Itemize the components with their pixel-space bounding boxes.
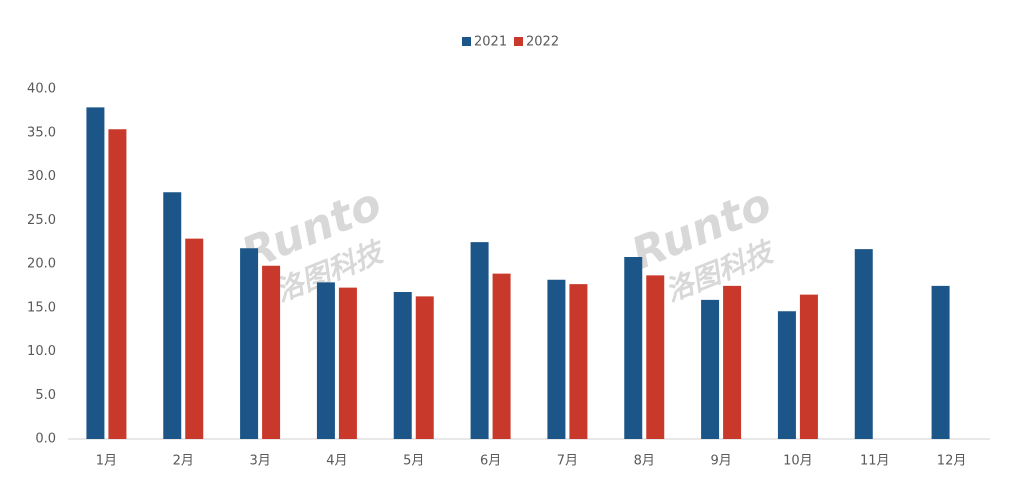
x-tick-label: 10月 xyxy=(783,454,813,469)
bar xyxy=(777,311,796,439)
bar xyxy=(701,299,720,439)
bar xyxy=(185,238,204,439)
y-tick-label: 40.0 xyxy=(27,82,56,97)
bar xyxy=(547,279,566,439)
bar xyxy=(415,296,434,439)
x-tick-label: 8月 xyxy=(634,454,655,469)
legend-label: 2021 xyxy=(474,35,507,50)
legend-swatch xyxy=(514,37,523,46)
bar xyxy=(316,282,335,439)
bar xyxy=(86,107,105,439)
x-tick-label: 4月 xyxy=(326,454,347,469)
x-tick-label: 5月 xyxy=(403,454,424,469)
x-tick-label: 9月 xyxy=(710,454,731,469)
y-tick-label: 5.0 xyxy=(35,388,56,403)
bar xyxy=(393,292,412,439)
bar xyxy=(569,284,588,439)
bar xyxy=(108,129,127,439)
y-tick-label: 25.0 xyxy=(27,213,56,228)
x-tick-label: 2月 xyxy=(173,454,194,469)
bar xyxy=(624,257,643,439)
y-tick-label: 35.0 xyxy=(27,125,56,140)
bar xyxy=(931,285,950,439)
y-tick-label: 30.0 xyxy=(27,169,56,184)
bar xyxy=(163,192,182,439)
y-tick-label: 10.0 xyxy=(27,344,56,359)
y-tick-label: 15.0 xyxy=(27,300,56,315)
bar xyxy=(854,249,873,439)
legend-swatch xyxy=(462,37,471,46)
y-tick-label: 20.0 xyxy=(27,257,56,272)
legend-label: 2022 xyxy=(526,35,559,50)
bar xyxy=(723,285,742,439)
bar xyxy=(240,248,259,439)
bar xyxy=(799,294,818,439)
y-tick-label: 0.0 xyxy=(35,432,56,447)
x-tick-label: 7月 xyxy=(557,454,578,469)
x-tick-label: 11月 xyxy=(860,454,890,469)
bar xyxy=(338,287,357,439)
x-tick-label: 1月 xyxy=(96,454,117,469)
x-tick-label: 12月 xyxy=(937,454,967,469)
bar xyxy=(646,275,665,439)
bar xyxy=(470,242,489,439)
bar xyxy=(492,273,511,439)
x-tick-label: 3月 xyxy=(249,454,270,469)
x-tick-label: 6月 xyxy=(480,454,501,469)
bar xyxy=(262,265,281,439)
